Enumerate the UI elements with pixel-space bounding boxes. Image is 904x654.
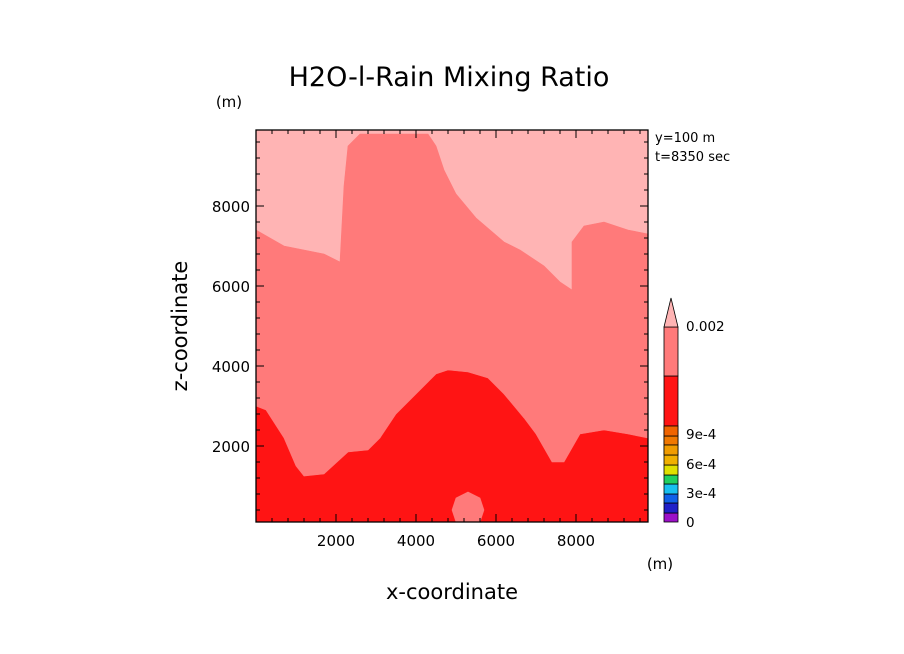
- x-tick-label: 2000: [317, 532, 355, 550]
- colorbar-segment: [663, 493, 679, 504]
- y-axis: 2000 4000 6000 8000: [212, 141, 648, 511]
- colorbar-segment: [663, 474, 679, 485]
- colorbar-label: 9e-4: [686, 427, 716, 443]
- colorbar-segment: [663, 326, 679, 377]
- region-pocket: [451, 491, 485, 523]
- y-tick-label: 2000: [212, 438, 250, 456]
- colorbar-segment: [663, 435, 679, 446]
- x-tick-label: 6000: [477, 532, 515, 550]
- region-mid: [255, 133, 649, 477]
- y-axis-label: z-coordinate: [168, 261, 192, 392]
- x-unit-label: (m): [647, 555, 673, 573]
- y-tick-label: 6000: [212, 278, 250, 296]
- x-axis: 2000 4000 6000 8000: [271, 130, 641, 550]
- chart-title: H2O-l-Rain Mixing Ratio: [289, 62, 610, 93]
- colorbar-segment: [663, 512, 679, 523]
- y-tick-label: 8000: [212, 198, 250, 216]
- colorbar-label: 0: [686, 515, 695, 531]
- annotation-y: y=100 m: [655, 131, 715, 146]
- plot-frame: [255, 129, 649, 523]
- x-axis-label: x-coordinate: [386, 580, 518, 604]
- y-tick-label: 4000: [212, 358, 250, 376]
- colorbar-segment: [663, 454, 679, 466]
- colorbar-label: 0.002: [686, 319, 725, 335]
- colorbar-segment: [663, 375, 679, 427]
- colorbar-segment: [663, 502, 679, 514]
- contour-regions: [255, 130, 649, 523]
- y-unit-label: (m): [216, 93, 242, 111]
- colorbar-segment: [663, 464, 679, 476]
- colorbar: 0.002 9e-4 6e-4 3e-4 0: [663, 297, 725, 531]
- colorbar-label: 6e-4: [686, 457, 716, 473]
- colorbar-overflow-arrow: [663, 297, 679, 328]
- annotation-t: t=8350 sec: [655, 150, 730, 165]
- colorbar-segment: [663, 483, 679, 495]
- x-tick-label: 4000: [397, 532, 435, 550]
- x-tick-label: 8000: [557, 532, 595, 550]
- colorbar-label: 3e-4: [686, 486, 716, 502]
- colorbar-segment: [663, 425, 679, 437]
- colorbar-segment: [663, 444, 679, 456]
